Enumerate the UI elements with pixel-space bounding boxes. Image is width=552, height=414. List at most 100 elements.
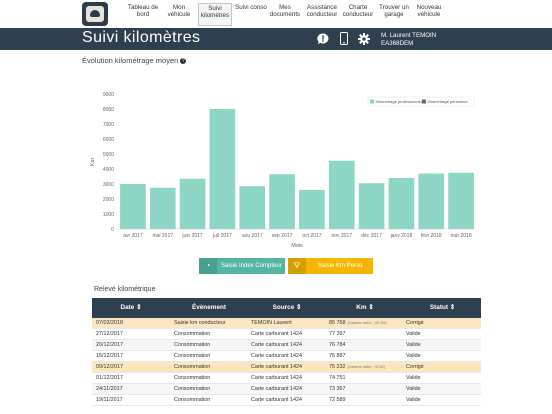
cell-date-text: 20/12/2017 [96, 342, 123, 348]
cell-source-text: Carte carburant 1424 [251, 353, 302, 359]
col-header-date[interactable]: Date ⇕ [120, 304, 142, 311]
bar-déc-2017[interactable] [358, 183, 385, 229]
cell-status: Valide [406, 384, 421, 394]
info-icon[interactable]: ? [180, 58, 187, 64]
table-row[interactable]: 09/12/2017 Consommation Carte carburant 14… [92, 362, 481, 373]
bar-sep-2017[interactable] [269, 174, 295, 229]
cell-km: 76 784 [329, 340, 346, 350]
x-tick-label: janv 2018 [390, 233, 413, 239]
button-label: Saisie Index Compteur [221, 263, 282, 269]
nav-item-trouver-un-garage[interactable]: Trouver un garage [377, 4, 411, 18]
x-tick-label: févr 2018 [421, 233, 442, 239]
bar-févr-2018[interactable] [418, 173, 445, 230]
nav-item-tableau-de-bord[interactable]: Tableau de bord [124, 4, 162, 18]
x-tick-label: nov 2017 [331, 233, 352, 239]
cell-source: Carte carburant 1424 [251, 340, 302, 350]
alert-icon[interactable] [317, 33, 329, 45]
table-row[interactable]: 27/12/2017 Consommation Carte carburant 14… [92, 329, 481, 340]
cell-source-text: Carte carburant 1424 [251, 386, 302, 392]
cell-km-text: 72 589 [329, 397, 346, 403]
nav-item-mon-vehicule[interactable]: Mon véhicule [165, 4, 193, 18]
cell-km-text: 77 397 [329, 331, 346, 337]
chart-section-title: Évolution kilométrage moyen? [82, 56, 187, 65]
col-header-km[interactable]: Km ⇕ [356, 304, 374, 311]
table-row[interactable]: 20/12/2017 Consommation Carte carburant 14… [92, 340, 481, 351]
nav-item-assistance-conducteur[interactable]: Assistance conducteur [305, 4, 339, 18]
bar-avr-2017[interactable] [120, 184, 146, 229]
table-body: 07/03/2018 Saisie km conducteur TEMOIN Lau… [92, 318, 481, 406]
x-tick-label: oct 2017 [302, 233, 321, 239]
cell-source: Carte carburant 1424 [251, 373, 302, 383]
nav-label: Mon [172, 4, 186, 11]
cell-date: 07/03/2018 [96, 318, 123, 328]
legend-swatch-perso [422, 99, 426, 104]
table-header: Date ⇕ Évènement Source ⇕ Km ⇕ Statut ⇕ [92, 298, 481, 318]
cell-km-text: 76 784 [329, 342, 346, 348]
user-info[interactable]: M. Laurent TEMOIN EA368DEM [381, 32, 436, 47]
bar-mai-2017[interactable] [149, 187, 176, 229]
nav-label: Tableau de [127, 4, 159, 11]
cell-status: Valide [406, 329, 421, 339]
phone-icon[interactable] [340, 32, 348, 45]
chart-legend: Kilométrage professionnel Kilométrage pe… [367, 96, 475, 107]
bar-mar-2018[interactable] [448, 172, 474, 229]
cell-status: Corrigé [406, 318, 424, 328]
bar-aou-2017[interactable] [239, 186, 266, 229]
cell-status: Valide [406, 351, 421, 361]
col-header-source[interactable]: Source ⇕ [272, 304, 302, 311]
x-tick-label: sep 2017 [272, 233, 293, 239]
table-row[interactable]: 19/11/2017 Consommation Carte carburant 14… [92, 395, 481, 406]
bar-juil-2017[interactable] [209, 109, 236, 229]
y-tick-label: 4000 [103, 167, 114, 173]
cell-date: 09/12/2017 [96, 362, 123, 372]
col-header-status[interactable]: Statut ⇕ [429, 304, 456, 311]
nav-item-charte-conducteur[interactable]: Charte conducteur [341, 4, 375, 18]
cell-source-text: Carte carburant 1424 [251, 364, 302, 370]
cell-date: 24/11/2017 [96, 384, 123, 394]
cell-km-text: 73 367 [329, 386, 346, 392]
y-axis-label: Km [90, 157, 96, 166]
cell-event: Consommation [174, 373, 210, 383]
nav-item-suivi-conso[interactable]: Suivi conso [234, 4, 268, 11]
table-row[interactable]: 24/11/2017 Consommation Carte carburant 14… [92, 384, 481, 395]
bar-oct-2017[interactable] [299, 190, 325, 229]
y-tick-label: 0 [111, 227, 114, 233]
chart-section-title-text: Évolution kilométrage moyen [82, 56, 179, 65]
nav-label: bord [136, 11, 150, 18]
app-logo[interactable] [82, 2, 108, 26]
bar-janv-2018[interactable] [388, 178, 415, 229]
saisie-index-compteur-button[interactable]: ◔ Saisie Index Compteur [199, 258, 285, 274]
nav-label: garage [384, 11, 404, 18]
nav-item-mes-documents[interactable]: Mes documents [268, 4, 302, 18]
legend-label-perso[interactable]: Kilométrage personnel [428, 99, 468, 104]
cell-event: Consommation [174, 395, 210, 405]
nav-label: véhicule [167, 11, 191, 18]
table-row[interactable]: 01/12/2017 Consommation Carte carburant 14… [92, 373, 481, 384]
cell-date-text: 09/12/2017 [96, 364, 123, 370]
nav-item-suivi-kilometres[interactable]: Suivi kilomètres [198, 3, 232, 26]
saisie-km-perso-button[interactable]: ⛛ Saisie Km Perso [288, 258, 373, 274]
bar-juin-2017[interactable] [179, 178, 206, 229]
cell-date-text: 01/12/2017 [96, 375, 123, 381]
cell-event-text: Consommation [174, 331, 211, 337]
cell-date: 19/11/2017 [96, 395, 123, 405]
x-axis-label: Mois [291, 243, 303, 249]
cell-km: 72 589 [329, 395, 346, 405]
table-section-title: Relevé kilométrique [94, 286, 156, 293]
gear-icon[interactable] [358, 33, 370, 45]
cell-status-text: Valide [406, 342, 421, 348]
nav-item-nouveau-vehicule[interactable]: Nouveau véhicule [413, 4, 445, 18]
y-tick-label: 6000 [103, 137, 114, 143]
cell-event-text: Consommation [174, 364, 211, 370]
cell-status-text: Valide [406, 331, 421, 337]
bar-nov-2017[interactable] [328, 160, 355, 229]
cell-status-text: Valide [406, 353, 421, 359]
table-row[interactable]: 15/12/2017 Consommation Carte carburant 14… [92, 351, 481, 362]
cell-date: 01/12/2017 [96, 373, 123, 383]
cell-source-text: Carte carburant 1424 [251, 342, 302, 348]
cell-source: Carte carburant 1424 [251, 384, 302, 394]
table-row[interactable]: 07/03/2018 Saisie km conducteur TEMOIN Lau… [92, 318, 481, 329]
legend-label-pro[interactable]: Kilométrage professionnel [376, 99, 422, 104]
nav-label: Assistance [307, 4, 337, 11]
cell-source-text: TEMOIN Laurent [251, 320, 292, 326]
